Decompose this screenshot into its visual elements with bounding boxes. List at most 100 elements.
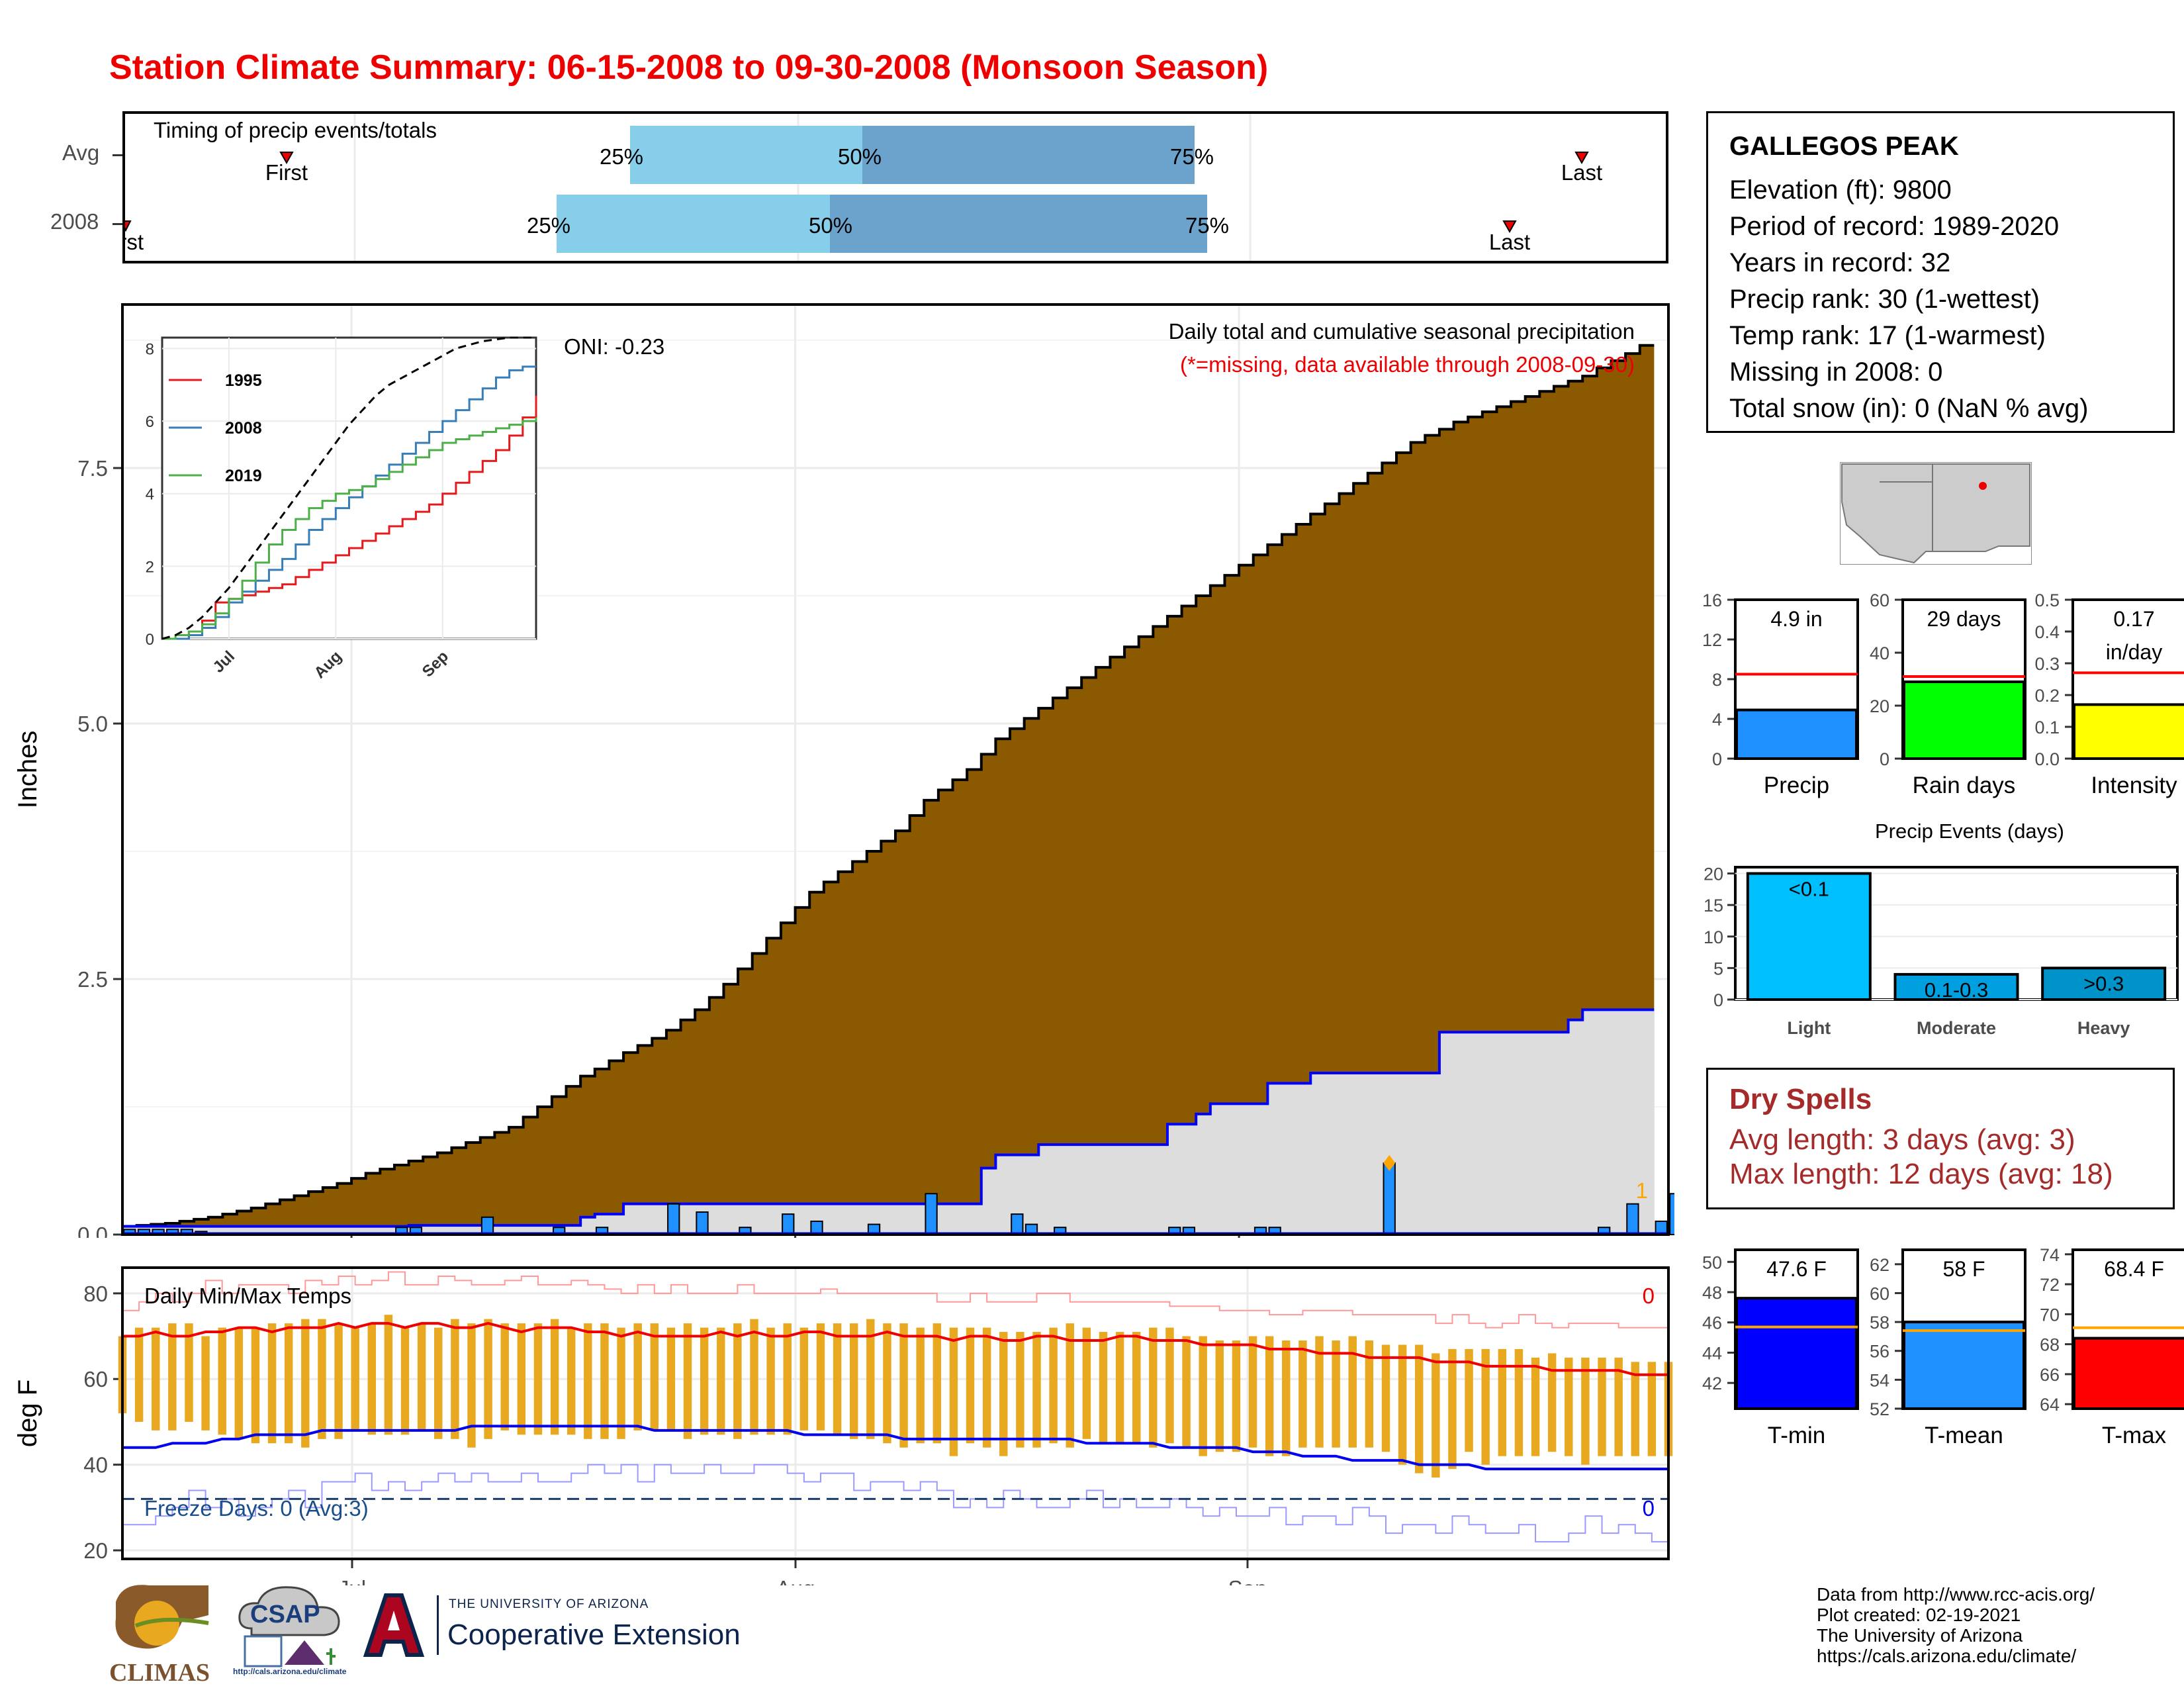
timing-avg-q25: 25%	[600, 144, 643, 169]
tmax-bar	[2073, 1336, 2184, 1410]
rain_days-value-label: 29 days	[1927, 607, 2001, 631]
tmax-value-label: 68.4 F	[2104, 1257, 2164, 1281]
ua-divider	[437, 1595, 439, 1655]
inset-ytick-label: 4	[146, 486, 154, 504]
daily-temp-range-bar	[1149, 1327, 1158, 1448]
precip_total-ytick-label: 16	[1702, 590, 1722, 610]
tmin-ytick-label: 46	[1702, 1313, 1722, 1333]
daily-temp-range-bar	[234, 1327, 244, 1439]
daily-precip-bar	[1626, 1203, 1639, 1235]
dry-spells-avg: Avg length: 3 days (avg: 3)	[1729, 1123, 2075, 1156]
precip_total-ytick-label: 12	[1702, 630, 1722, 650]
precip_total-ytick-label: 4	[1712, 710, 1722, 729]
rain_days-ytick-label: 20	[1870, 696, 1889, 716]
climas-logo: CLIMAS	[109, 1582, 225, 1687]
precip-events-bar	[1893, 972, 2019, 1001]
daily-temp-range-bar	[500, 1323, 509, 1430]
credit-plot-created: Plot created: 02-19-2021	[1817, 1605, 2021, 1625]
daily-precip-bar	[925, 1193, 938, 1235]
tmax-x-label: T-max	[2102, 1423, 2167, 1448]
temp-y-axis-title: deg F	[13, 1380, 42, 1447]
daily-precip-bar	[480, 1216, 494, 1236]
intensity-ytick-label: 0.5	[2034, 590, 2060, 610]
station-period: Period of record: 1989-2020	[1729, 212, 2060, 241]
tmax-ytick-label: 70	[2040, 1305, 2060, 1325]
inset-series-2019	[162, 417, 537, 640]
tmax-ytick-label: 74	[2040, 1245, 2060, 1265]
daily-temp-range-bar	[301, 1319, 310, 1448]
locator-map	[1840, 462, 2032, 565]
missing-count: 1	[1636, 1178, 1648, 1203]
dry-spells-panel: Dry Spells Avg length: 3 days (avg: 3) M…	[1706, 1068, 2175, 1209]
daily-temp-range-bar	[1514, 1348, 1524, 1456]
precip_total-value-label: 4.9 in	[1770, 607, 1822, 631]
csap-cactus	[326, 1648, 336, 1665]
daily-temp-range-bar	[949, 1327, 958, 1456]
dry-spells-max: Max length: 12 days (avg: 18)	[1729, 1158, 2113, 1190]
daily-temp-range-bar	[1448, 1348, 1457, 1470]
rain_days-ytick-label: 60	[1870, 590, 1889, 610]
cumulative-2008-line	[122, 1008, 1655, 1228]
daily-temp-range-bar	[1049, 1327, 1058, 1444]
credit-university: The University of Arizona	[1817, 1625, 2023, 1646]
daily-temp-range-bar	[1531, 1357, 1540, 1456]
inset-ytick-label: 0	[146, 631, 154, 649]
temp-xtick-label: Sep	[1228, 1576, 1267, 1585]
temp-ytick-label: 20	[83, 1538, 108, 1563]
daily-temp-range-bar	[267, 1323, 277, 1444]
timing-2008-q75: 75%	[1185, 213, 1229, 238]
daily-temp-range-bar	[833, 1323, 842, 1435]
min-exceed-count: 0	[1643, 1496, 1655, 1521]
daily-temp-range-bar	[766, 1327, 775, 1435]
station-name: GALLEGOS PEAK	[1729, 132, 1959, 161]
daily-precip-bar	[667, 1203, 680, 1235]
tmin-value-label: 47.6 F	[1766, 1257, 1827, 1281]
precip-events-category: Moderate	[1917, 1018, 1996, 1038]
intensity-ytick-label: 0.3	[2034, 654, 2060, 674]
temp-plot-frame	[121, 1266, 1670, 1560]
daily-temp-range-bar	[1232, 1340, 1241, 1452]
inset-ytick-label: 6	[146, 413, 154, 431]
inset-frame	[161, 336, 537, 640]
temp-plot-bg	[122, 1268, 1668, 1559]
intensity-value-label: 0.17	[2113, 607, 2154, 631]
timing-tick-avg	[113, 154, 122, 156]
daily-temp-range-bar	[1481, 1348, 1490, 1465]
daily-temp-range-bar	[750, 1319, 758, 1435]
daily-temp-range-bar	[1465, 1348, 1473, 1452]
timing-avg-last: Last	[1561, 160, 1602, 185]
daily-temp-range-bar	[650, 1323, 659, 1430]
daily-temp-range-bar	[1598, 1357, 1606, 1456]
tmean-ytick-label: 62	[1870, 1255, 1889, 1275]
precip_total-x-label: Precip	[1764, 773, 1829, 798]
precip-ytick-label: 0.0	[77, 1223, 108, 1238]
daily-temp-range-bar	[816, 1323, 825, 1430]
csap-logo: CSAP http://cals.arizona.edu/climate	[232, 1582, 351, 1681]
ua-logo-top: THE UNIVERSITY OF ARIZONA	[449, 1597, 649, 1611]
daily-temp-range-bar	[1631, 1362, 1639, 1456]
daily-temp-range-bar	[733, 1323, 742, 1439]
inset-ytick-label: 8	[146, 340, 154, 358]
station-years: Years in record: 32	[1729, 248, 1951, 277]
timing-chart: Timing of precip events/totals 25% 50% 7…	[125, 114, 1602, 261]
precip-ytick-label: 7.5	[77, 456, 108, 481]
station-elevation: Elevation (ft): 9800	[1729, 175, 1952, 205]
timing-row-avg: Avg	[62, 140, 100, 165]
summary-bars: 0 4 8 12 16 4.9 in Precip 0 20 40 60 29 days Rain da…	[1702, 590, 2184, 798]
daily-temp-range-bar	[451, 1319, 459, 1439]
csap-cloud	[238, 1586, 340, 1636]
tmin-x-label: T-min	[1768, 1423, 1826, 1448]
credit-data-source: Data from http://www.rcc-acis.org/	[1817, 1584, 2095, 1605]
intensity-ytick-label: 0.2	[2034, 686, 2060, 706]
precip-y-axis-title: Inches	[13, 731, 42, 809]
daily-temp-range-bar	[1565, 1357, 1573, 1456]
cumulative-average-area	[122, 345, 1655, 1235]
tmin-ytick-label: 50	[1702, 1252, 1722, 1272]
tmax-ytick-label: 64	[2040, 1395, 2060, 1415]
precip-events-category: Light	[1787, 1018, 1831, 1038]
daily-temp-range-bar	[567, 1327, 576, 1435]
tmax-ytick-label: 72	[2040, 1275, 2060, 1295]
avg-min-line	[122, 1425, 1668, 1471]
tmean-x-label: T-mean	[1925, 1423, 2003, 1448]
temp-ytick-label: 80	[83, 1282, 108, 1306]
